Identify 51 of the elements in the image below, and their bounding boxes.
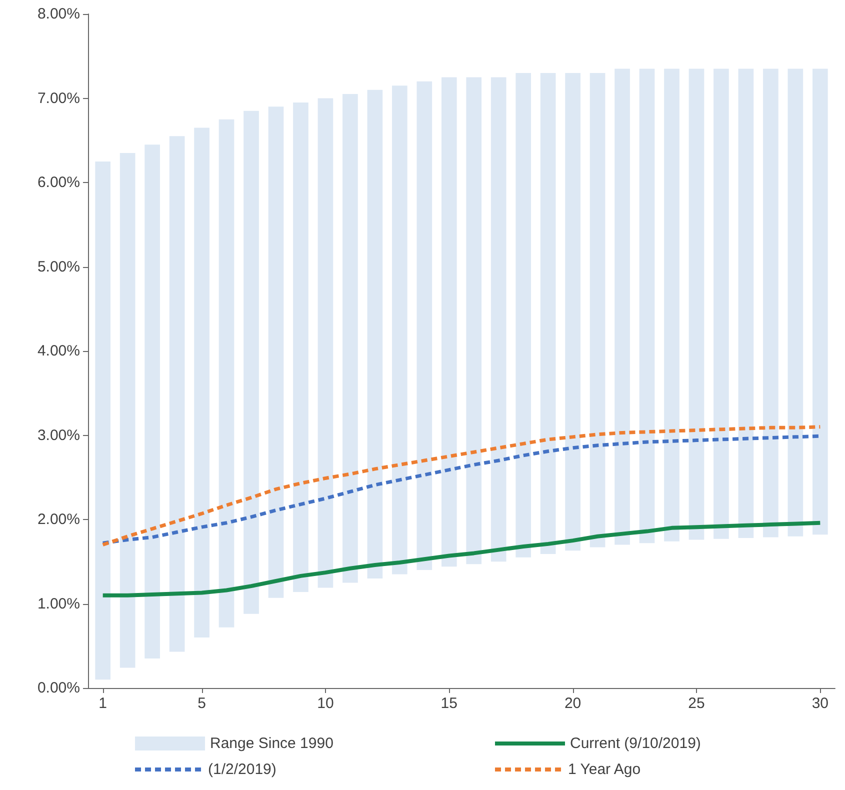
bar — [416, 81, 432, 570]
legend-label: Range Since 1990 — [210, 735, 334, 752]
line-series — [100, 520, 822, 598]
bar — [218, 119, 234, 628]
bar — [268, 106, 284, 598]
bar — [516, 72, 532, 558]
y-tick-label: 0.00% — [37, 680, 80, 696]
y-tick-label: 6.00% — [37, 174, 80, 191]
x-tick-label: 20 — [564, 695, 582, 712]
y-tick-label: 7.00% — [37, 90, 80, 107]
bar — [392, 86, 408, 574]
legend-label: Current (9/10/2019) — [570, 735, 701, 752]
bar — [120, 153, 136, 668]
bar — [293, 102, 308, 592]
y-tick-label: 5.00% — [37, 258, 80, 276]
bar — [367, 90, 383, 578]
bar — [144, 144, 160, 659]
bar — [714, 68, 729, 539]
legend-label: 1 Year Ago — [568, 761, 641, 778]
bar — [565, 72, 580, 551]
bar — [95, 161, 111, 680]
bar — [614, 68, 630, 545]
x-tick-label: 30 — [812, 695, 829, 712]
y-tick-label: 3.00% — [37, 426, 80, 444]
bar — [738, 68, 754, 538]
x-tick-label: 25 — [688, 695, 705, 712]
bar — [490, 77, 506, 562]
bar — [169, 136, 185, 652]
bar — [788, 68, 804, 536]
bar — [664, 68, 680, 542]
bar — [639, 68, 655, 544]
x-tick-label: 1 — [98, 695, 108, 712]
y-tick-label: 8.00% — [37, 6, 80, 22]
y-tick-label: 2.00% — [37, 511, 80, 528]
y-tick-label: 1.00% — [37, 595, 80, 612]
bar — [441, 77, 457, 567]
bar — [812, 68, 828, 535]
x-tick-label: 10 — [317, 695, 334, 712]
bar — [540, 72, 556, 554]
bar — [688, 68, 704, 540]
bar — [318, 98, 334, 588]
bar — [194, 128, 210, 638]
bar — [342, 94, 358, 583]
bar — [763, 68, 778, 538]
bar — [466, 77, 482, 564]
bar — [244, 110, 259, 614]
x-tick-label: 15 — [440, 695, 458, 712]
legend-label: (1/2/2019) — [208, 761, 276, 778]
bar — [590, 72, 606, 548]
x-tick-label: 5 — [198, 695, 206, 712]
y-tick-label: 4.00% — [37, 342, 80, 360]
